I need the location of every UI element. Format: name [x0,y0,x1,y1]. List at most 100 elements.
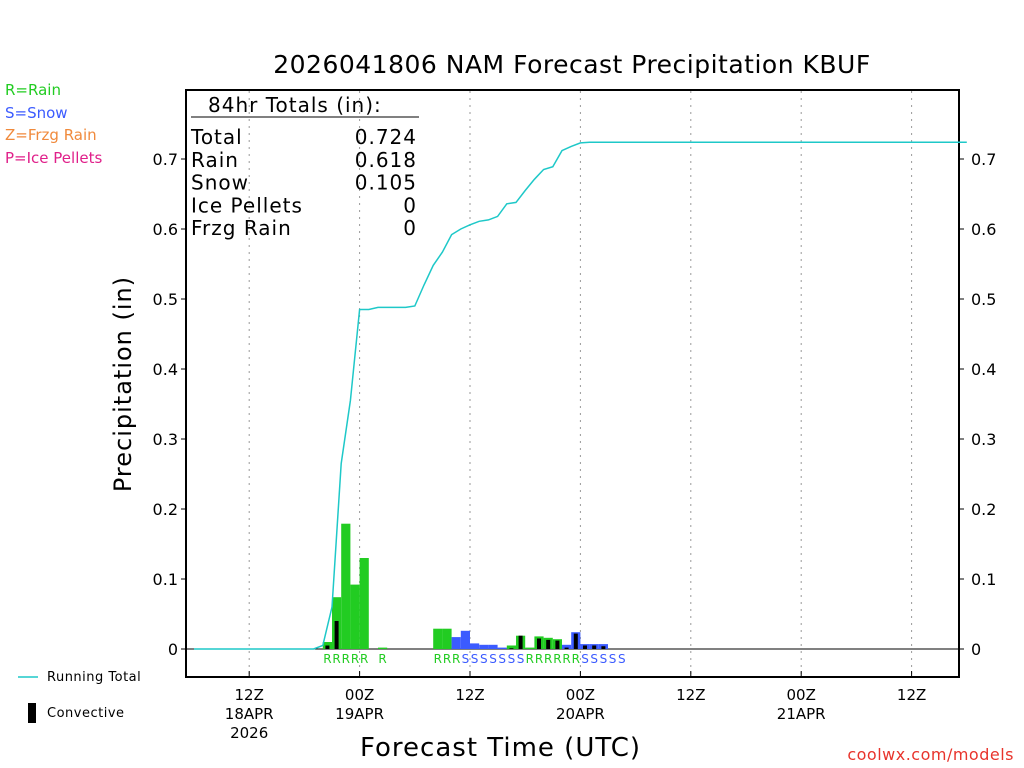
convective-bar [546,639,551,649]
y-tick-label-left: 0 [168,640,178,659]
totals-label: Snow [191,171,249,195]
x-tick-label: 00Z [566,686,595,704]
legend-rain: R=Rain [5,81,61,99]
y-tick-label-left: 0.4 [153,360,178,379]
y-tick-label-right: 0.3 [971,430,996,449]
convective-bar [334,621,339,649]
precip-bar [506,645,516,649]
precip-type-code: R [452,652,460,666]
precip-type-code: R [378,652,386,666]
source-credit: coolwx.com/models [847,745,1014,764]
y-tick-label-left: 0.1 [153,570,178,589]
convective-bar [537,638,541,649]
x-tick-label: 21APR [777,705,826,723]
totals-heading: 84hr Totals (in): [208,93,382,117]
precip-type-code: S [590,652,598,666]
convective-bar [601,646,606,649]
totals-value: 0.618 [355,148,417,172]
convective-bar [564,647,569,649]
legend-snow: S=Snow [5,104,68,122]
x-tick-label: 12Z [676,686,705,704]
x-tick-label: 12Z [897,686,926,704]
precip-type-code: S [609,652,617,666]
precip-bar [525,647,535,649]
precip-type-code: R [332,652,340,666]
precip-bar [479,644,489,649]
legend-convective-swatch [28,703,36,723]
x-tick-label: 19APR [335,705,384,723]
x-tick-label: 2026 [230,724,268,742]
precip-bar [359,558,369,649]
totals-label: Ice Pellets [191,193,303,217]
running-total-line [194,141,967,650]
precip-type-code: R [323,652,331,666]
x-tick-label: 00Z [787,686,816,704]
legend-running-total-label: Running Total [47,670,142,685]
legend-ice-pellets: P=Ice Pellets [5,149,103,167]
totals-value: 0 [403,216,417,240]
precip-type-code: R [572,652,580,666]
precip-type-code: S [600,652,608,666]
precip-type-code: R [562,652,570,666]
precip-type-code: R [553,652,561,666]
precip-bar [378,647,388,649]
y-tick-label-right: 0 [971,640,981,659]
precip-bar [433,628,443,649]
precip-bar [350,584,360,649]
precip-type-code: S [471,652,479,666]
precip-type-code: R [526,652,534,666]
convective-bar [509,648,514,649]
precip-type-code: S [489,652,497,666]
totals-value: 0.724 [355,125,417,149]
precip-type-code: R [535,652,543,666]
precip-type-code: R [434,652,442,666]
y-tick-label-right: 0.6 [971,220,996,239]
y-tick-label-right: 0.1 [971,570,996,589]
precip-type-code: S [618,652,626,666]
precip-bar [497,647,507,649]
plot-frame [185,89,960,678]
precip-bar [442,628,452,649]
precip-type-code: R [544,652,552,666]
precip-bar [460,630,470,649]
precip-type-code: R [443,652,451,666]
legend-freezing-rain: Z=Frzg Rain [5,126,97,144]
precip-type-code: S [508,652,516,666]
totals-label: Total [190,125,243,149]
precip-type-code: S [462,652,470,666]
legend-convective-label: Convective [47,706,125,721]
y-tick-label-left: 0.2 [153,500,178,519]
x-tick-label: 12Z [235,686,264,704]
convective-bar [555,640,560,649]
precip-bar [488,644,498,649]
totals-value: 0.105 [355,171,417,195]
y-tick-label-left: 0.7 [153,150,178,169]
y-tick-label-right: 0.4 [971,360,996,379]
x-tick-label: 12Z [455,686,484,704]
precip-type-code: S [498,652,506,666]
totals-value: 0 [403,193,417,217]
precip-bar [470,643,480,649]
precip-bar [562,644,572,649]
precip-type-code: S [581,652,589,666]
y-tick-label-right: 0.7 [971,150,996,169]
totals-label: Frzg Rain [191,216,292,240]
convective-bar [583,645,587,649]
y-tick-label-left: 0.3 [153,430,178,449]
precip-type-code: R [360,652,368,666]
y-axis-title: Precipitation (in) [109,275,137,493]
precip-type-code: R [342,652,350,666]
y-tick-label-left: 0.5 [153,290,178,309]
convective-bar [573,633,578,649]
precip-type-code: S [480,652,488,666]
y-tick-label-left: 0.6 [153,220,178,239]
precip-bar [341,523,351,649]
precip-type-code: R [351,652,359,666]
convective-bar [325,645,330,649]
y-tick-label-right: 0.2 [971,500,996,519]
convective-bar [592,645,597,649]
x-tick-label: 00Z [345,686,374,704]
totals-label: Rain [191,148,239,172]
convective-bar [518,635,523,649]
